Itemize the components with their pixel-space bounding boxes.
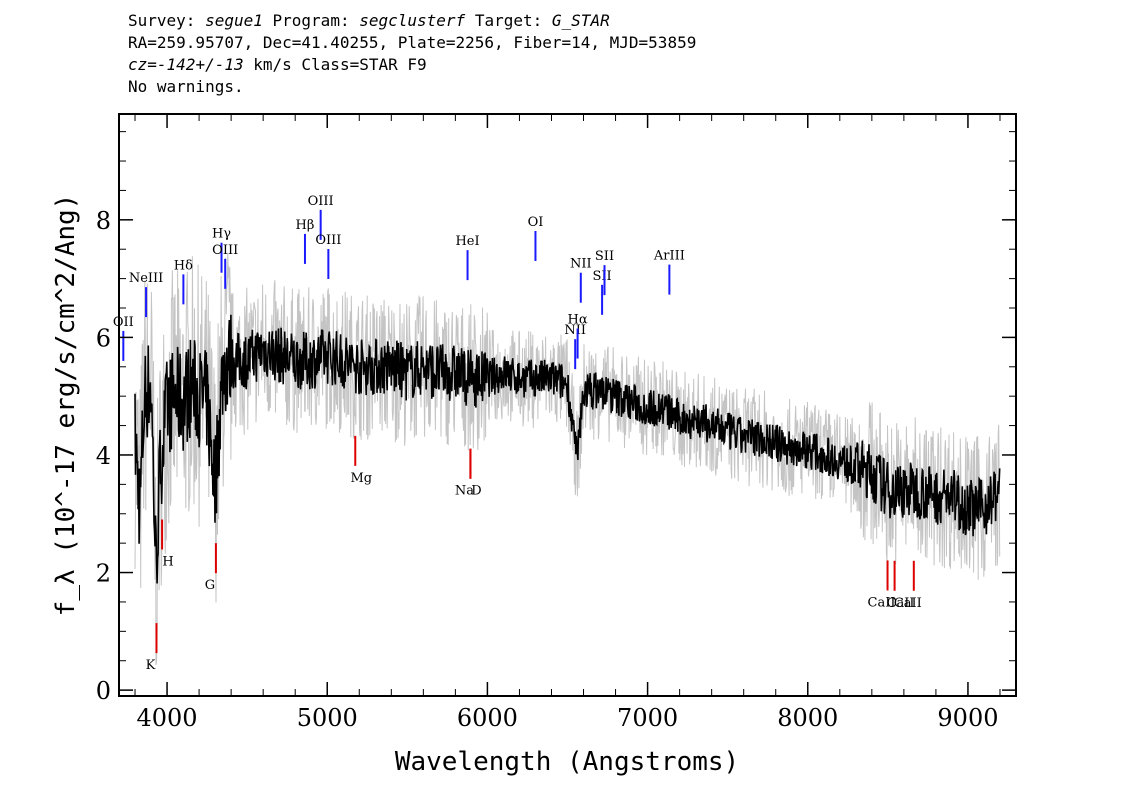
emission-line-marker: Hδ xyxy=(174,258,193,305)
absorption-line-label: CaII xyxy=(894,596,922,611)
absorption-line-label: Na xyxy=(455,484,474,499)
series-layer xyxy=(134,314,1001,584)
cz-value: -142+/-13 xyxy=(156,55,244,74)
survey-label: Survey: xyxy=(128,11,196,30)
plot-frame xyxy=(118,113,1017,697)
absorption-line-label: Mg xyxy=(350,471,372,486)
emission-line-label: Hβ xyxy=(296,218,315,233)
x-tick-label: 6000 xyxy=(457,704,518,732)
emission-line-label: NeIII xyxy=(129,271,163,286)
cz-unit-class: km/s Class=STAR F9 xyxy=(243,55,427,74)
y-tick-label: 0 xyxy=(96,677,111,705)
emission-line-label: SII xyxy=(593,269,612,284)
x-tick-label: 4000 xyxy=(137,704,198,732)
emission-line-marker: NII xyxy=(570,257,592,303)
y-tick-label: 8 xyxy=(96,207,111,235)
axis-ticks: 4000 5000 6000 7000 8000 9000 0 2 4 6 8 xyxy=(96,114,1016,732)
absorption-line-marker: H xyxy=(161,519,174,569)
absorption-line-label: CaII xyxy=(887,596,915,611)
emission-line-label: OII xyxy=(113,315,134,330)
program-label: Program: xyxy=(272,11,350,30)
emission-line-label: Hγ xyxy=(212,227,231,242)
flux-series-line xyxy=(134,314,1001,584)
y-tick-label: 2 xyxy=(96,560,111,588)
emission-line-marker: NeIII xyxy=(129,271,163,318)
cz-label: cz= xyxy=(128,55,157,74)
x-tick-label: 9000 xyxy=(937,704,998,732)
absorption-line-label: G xyxy=(205,578,215,593)
target-value: G_STAR xyxy=(551,11,610,30)
emission-line-label: NII xyxy=(564,323,586,338)
emission-line-label: OI xyxy=(528,215,544,230)
target-label: Target: xyxy=(474,11,543,30)
emission-line-marker: OIII xyxy=(308,194,334,240)
emission-line-label: Hδ xyxy=(174,258,193,273)
absorption-line-marker: Mg xyxy=(350,435,372,486)
emission-line-label: OIII xyxy=(212,243,238,258)
absorption-line-marker: CaII xyxy=(868,560,896,610)
emission-line-label: HeI xyxy=(455,234,479,249)
absorption-line-label: H xyxy=(162,554,173,569)
absorption-line-label: D xyxy=(471,484,481,499)
emission-line-marker: SII xyxy=(595,249,614,296)
absorption-line-marker: D xyxy=(469,448,482,499)
header-line-redshift: cz=-142+/-13 km/s Class=STAR F9 xyxy=(128,54,696,76)
x-tick-label: 8000 xyxy=(777,704,838,732)
emission-line-marker: OIII xyxy=(212,243,238,289)
program-value: segclusterf xyxy=(359,11,466,30)
header-line-coordinates: RA=259.95707, Dec=41.40255, Plate=2256, … xyxy=(128,33,697,52)
y-axis-title: f_λ (10^-17 erg/s/cm^2/Ang) xyxy=(51,194,81,617)
header-line-warnings: No warnings. xyxy=(128,77,244,96)
emission-line-label: OIII xyxy=(308,194,334,209)
header-line-survey: Survey: segue1 Program: segclusterf Targ… xyxy=(128,10,696,32)
emission-line-marker: HeI xyxy=(455,234,480,281)
absorption-line-marker: K xyxy=(146,623,158,673)
emission-line-marker: Hα xyxy=(568,313,588,359)
emission-line-label: NII xyxy=(570,257,592,272)
y-tick-label: 4 xyxy=(96,442,111,470)
emission-line-label: SII xyxy=(595,249,614,264)
absorption-line-label: K xyxy=(146,658,156,673)
emission-line-marker: Hβ xyxy=(296,218,315,264)
emission-line-marker: SII xyxy=(593,269,612,315)
emission-line-marker: Hγ xyxy=(212,227,231,273)
emission-line-marker: ArIII xyxy=(653,249,685,295)
emission-line-marker: NII xyxy=(564,323,586,370)
emission-line-label: Hα xyxy=(568,313,588,328)
emission-line-marker: OIII xyxy=(315,233,341,280)
absorption-line-marker: CaII xyxy=(894,560,922,611)
x-tick-label: 7000 xyxy=(617,704,678,732)
x-axis-title: Wavelength (Angstroms) xyxy=(395,747,739,777)
absorption-line-marker: CaII xyxy=(887,560,915,611)
y-tick-label: 6 xyxy=(96,324,111,352)
survey-value: segue1 xyxy=(205,11,263,30)
absorption-line-marker: G xyxy=(205,543,217,593)
x-tick-label: 5000 xyxy=(297,704,358,732)
emission-line-marker: OI xyxy=(528,215,544,261)
emission-line-label: OIII xyxy=(315,233,341,248)
spectrum-header: Survey: segue1 Program: segclusterf Targ… xyxy=(128,10,696,98)
absorption-line-label: CaII xyxy=(868,595,896,610)
emission-line-label: ArIII xyxy=(653,249,685,264)
